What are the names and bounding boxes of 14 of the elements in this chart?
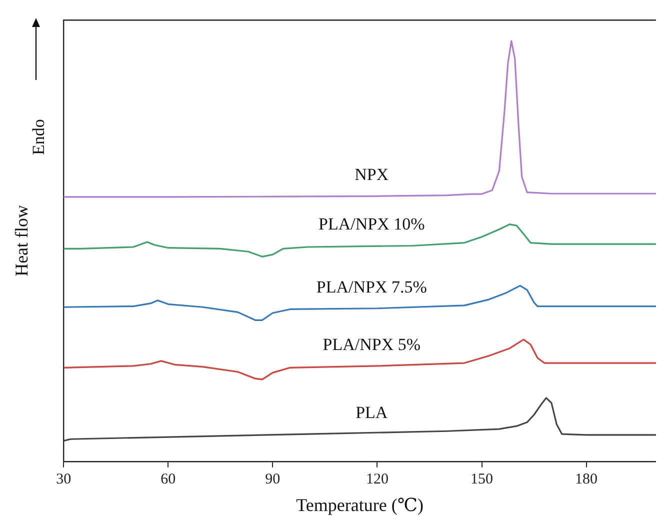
y-axis-title: Heat flow (12, 204, 32, 276)
series-label: PLA (356, 403, 388, 422)
x-tick-label: 180 (575, 471, 598, 488)
x-axis-title: Temperature (℃) (296, 494, 424, 515)
x-tick-label: 120 (366, 471, 388, 488)
x-tick-label: 90 (265, 471, 280, 488)
x-tick-label: 60 (160, 471, 176, 488)
series-label: PLA/NPX 10% (318, 214, 425, 234)
series-label: PLA/NPX 7.5% (316, 277, 427, 296)
series-label: PLA/NPX 5% (322, 334, 421, 354)
x-tick-label: 30 (56, 471, 72, 488)
x-tick-label: 150 (470, 471, 494, 488)
series-label: NPX (354, 165, 389, 184)
text: Endo (29, 119, 48, 155)
